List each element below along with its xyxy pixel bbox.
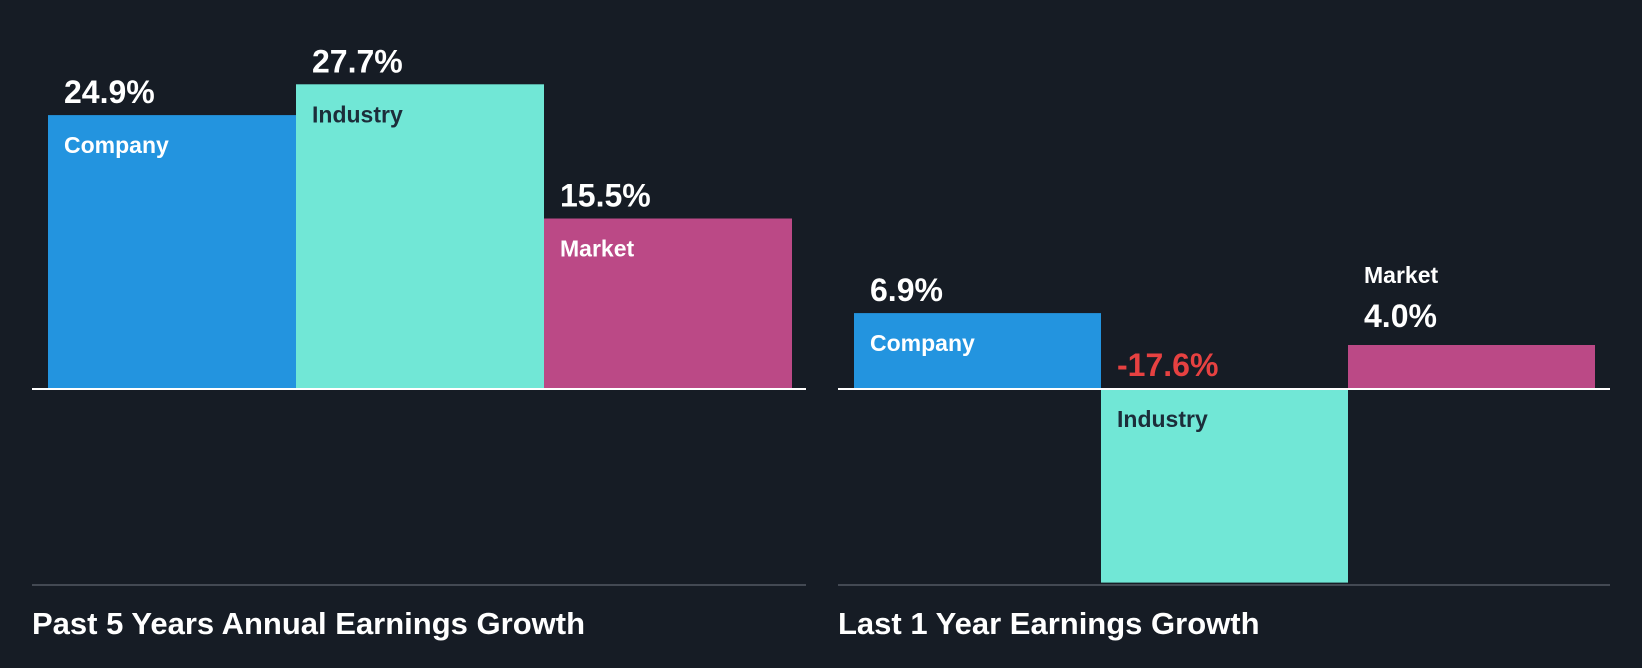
panel-title-past-5-years: Past 5 Years Annual Earnings Growth: [32, 606, 586, 641]
value-label-last-1-year-market: 4.0%: [1364, 298, 1437, 334]
category-label-last-1-year-industry: Industry: [1117, 406, 1208, 432]
value-label-last-1-year-company: 6.9%: [870, 272, 943, 308]
category-label-last-1-year-market: Market: [1364, 262, 1438, 288]
bar-last-1-year-company: [854, 313, 1101, 389]
panel-title-last-1-year: Last 1 Year Earnings Growth: [838, 606, 1260, 641]
bar-past-5-years-industry: [296, 84, 544, 390]
bar-past-5-years-company: [48, 115, 296, 389]
category-label-past-5-years-company: Company: [64, 132, 169, 158]
category-label-past-5-years-industry: Industry: [312, 101, 403, 127]
value-label-past-5-years-company: 24.9%: [64, 74, 155, 110]
bar-last-1-year-industry: [1101, 389, 1348, 583]
value-label-last-1-year-industry: -17.6%: [1117, 347, 1218, 383]
value-label-past-5-years-market: 15.5%: [560, 178, 651, 214]
bar-last-1-year-market: [1348, 345, 1595, 389]
value-label-past-5-years-industry: 27.7%: [312, 43, 403, 79]
bar-past-5-years-market: [544, 218, 792, 389]
category-label-last-1-year-company: Company: [870, 330, 975, 356]
category-label-past-5-years-market: Market: [560, 236, 634, 262]
